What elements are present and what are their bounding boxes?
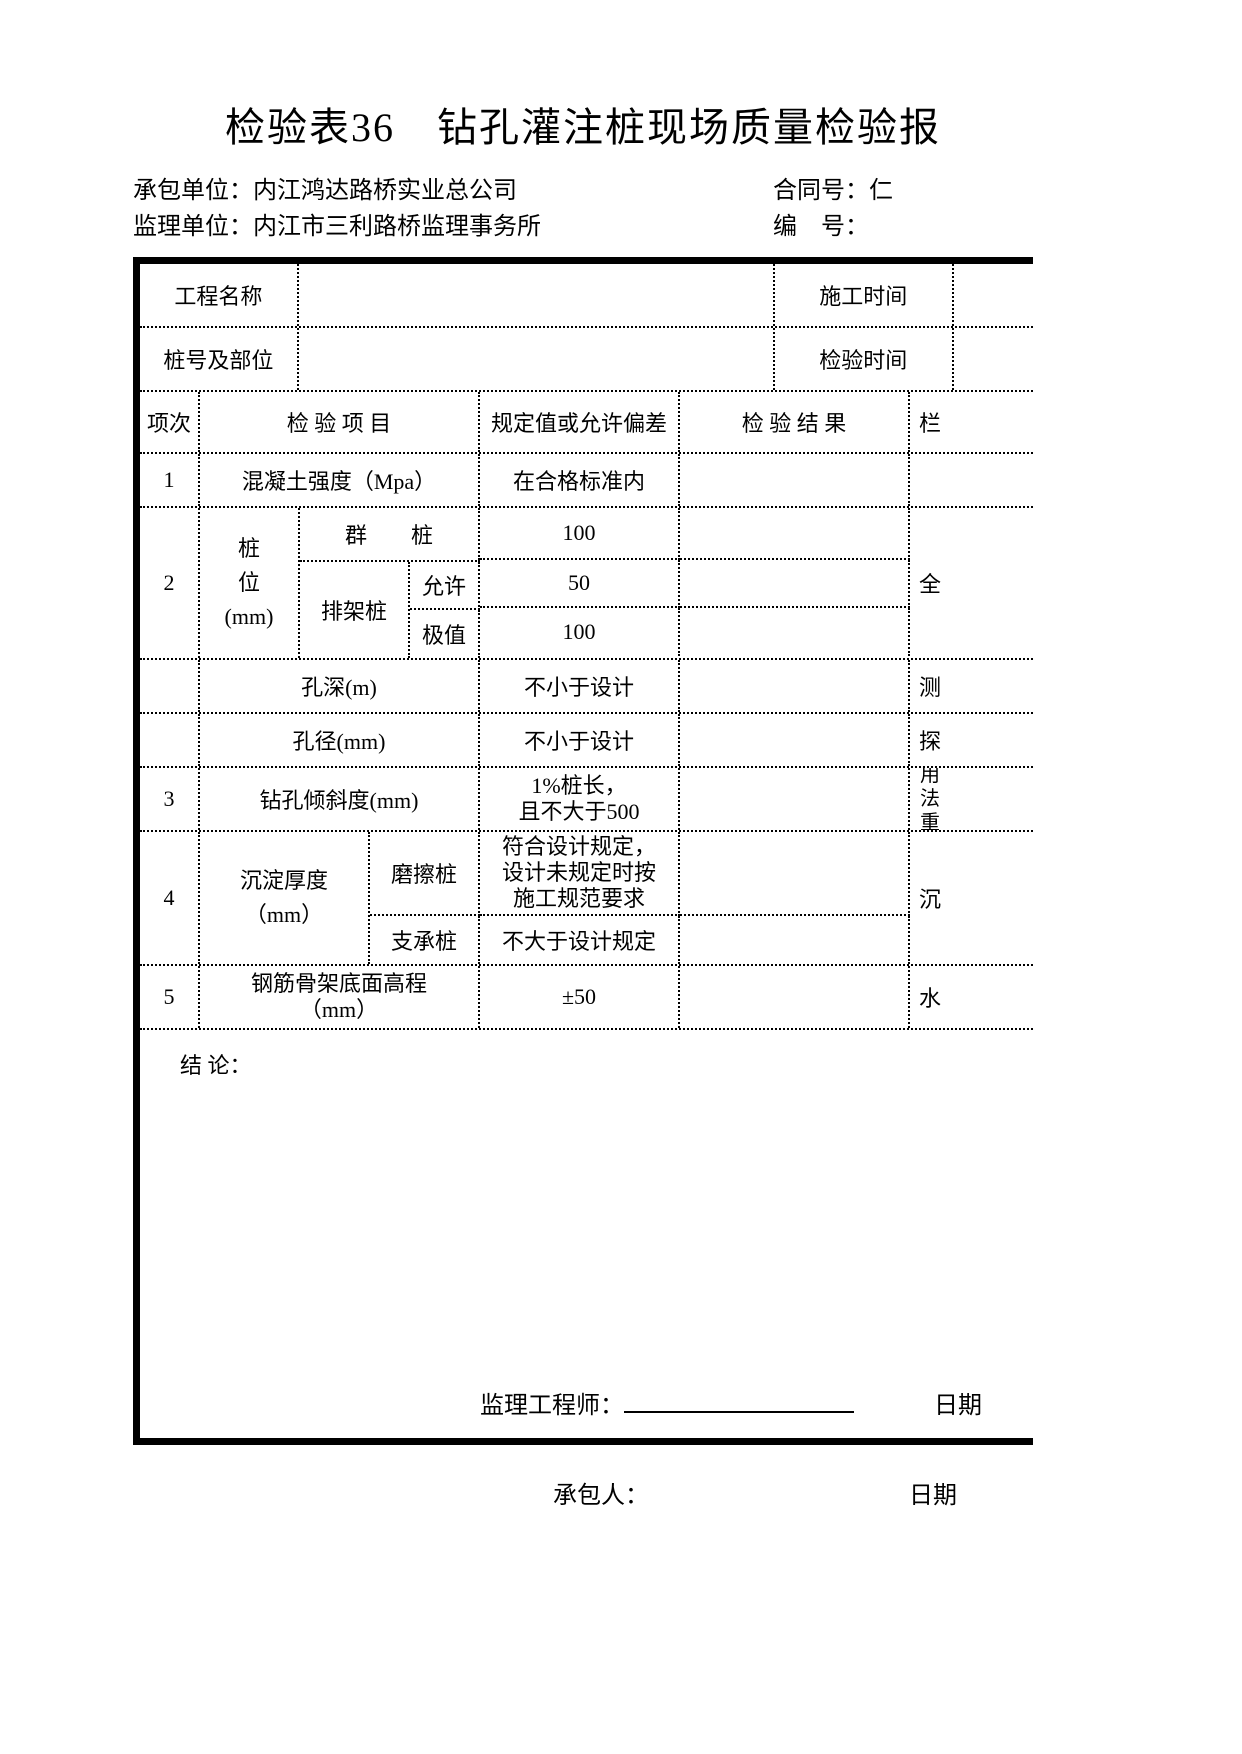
r3-item: 钻孔倾斜度(mm) <box>200 768 480 830</box>
hole-dia-val <box>680 714 910 766</box>
r4-zhicheng-val <box>680 916 910 964</box>
r1-std: 在合格标准内 <box>480 454 680 506</box>
r4-ext: 沉 <box>910 832 950 964</box>
r4-no: 4 <box>140 832 200 964</box>
r2-no: 2 <box>140 508 200 658</box>
r2-qun-std: 100 <box>480 508 680 560</box>
r4-zhicheng: 支承桩 <box>370 916 480 964</box>
r2-limit-std: 100 <box>480 608 680 656</box>
hole-dia-std: 不小于设计 <box>480 714 680 766</box>
supervisor: 监理单位：内江市三利路桥监理事务所 <box>133 209 773 245</box>
contractor: 承包单位：内江鸿达路桥实业总公司 <box>133 173 773 209</box>
lbl-pile-pos: 桩号及部位 <box>140 328 299 390</box>
r2-cat: 桩位(mm) <box>200 508 300 658</box>
hole-depth-ext: 测 <box>910 660 950 712</box>
r1-val <box>680 454 910 506</box>
r3-ext: 用法 重 <box>910 768 950 830</box>
r2-ext: 全 <box>910 508 950 658</box>
r5-val <box>680 966 910 1028</box>
sig-supervisor: 监理工程师：日期 <box>480 1385 982 1420</box>
r1-item: 混凝土强度（Mpa） <box>200 454 480 506</box>
hole-dia-no <box>140 714 200 766</box>
val-constr-time <box>954 264 1033 326</box>
lbl-project-name: 工程名称 <box>140 264 299 326</box>
val-project-name <box>299 264 775 326</box>
lbl-constr-time: 施工时间 <box>775 264 954 326</box>
hole-dia-ext: 探 <box>910 714 950 766</box>
val-inspect-time <box>954 328 1033 390</box>
r2-allow-val <box>680 560 910 608</box>
hole-depth-no <box>140 660 200 712</box>
conclusion-box: 结 论： 监理工程师：日期 <box>140 1030 1033 1438</box>
r4-moca: 磨擦桩 <box>370 832 480 916</box>
r1-ext <box>910 454 950 506</box>
r2-allow-std: 50 <box>480 560 680 608</box>
page-title: 检验表36 钻孔灌注桩现场质量检验报 <box>133 95 1033 153</box>
h-std: 规定值或允许偏差 <box>480 392 680 452</box>
h-no: 项次 <box>140 392 200 452</box>
r4-cat: 沉淀厚度（mm） <box>200 832 370 964</box>
inspection-table: 工程名称 施工时间 桩号及部位 检验时间 项次 检 验 项 目 规定值或允许偏差… <box>133 257 1033 1445</box>
r3-std: 1%桩长， 且不大于500 <box>480 768 680 830</box>
header-block: 承包单位：内江鸿达路桥实业总公司 合同号：仁 监理单位：内江市三利路桥监理事务所… <box>133 173 1033 245</box>
r1-no: 1 <box>140 454 200 506</box>
r2-paijia: 排架桩 <box>300 562 410 658</box>
h-item: 检 验 项 目 <box>200 392 480 452</box>
r2-limit: 极值 <box>410 610 480 658</box>
r2-qun: 群 桩 <box>300 508 480 560</box>
hole-depth: 孔深(m) <box>200 660 480 712</box>
r3-val <box>680 768 910 830</box>
r2-qun-val <box>680 508 910 560</box>
r5-ext: 水 <box>910 966 950 1028</box>
r2-limit-val <box>680 608 910 656</box>
r4-moca-val <box>680 832 910 916</box>
conclusion-label: 结 论： <box>180 1053 252 1078</box>
r4-zhicheng-std: 不大于设计规定 <box>480 916 680 964</box>
hole-depth-std: 不小于设计 <box>480 660 680 712</box>
hole-dia: 孔径(mm) <box>200 714 480 766</box>
hole-depth-val <box>680 660 910 712</box>
contract-no: 合同号：仁 <box>773 173 893 209</box>
r4-moca-std: 符合设计规定， 设计未规定时按 施工规范要求 <box>480 832 680 916</box>
sig-contractor: 承包人：日期 <box>553 1475 1133 1510</box>
val-pile-pos <box>299 328 775 390</box>
r3-no: 3 <box>140 768 200 830</box>
r2-allow: 允许 <box>410 562 480 610</box>
r5-no: 5 <box>140 966 200 1028</box>
h-result: 检 验 结 果 <box>680 392 910 452</box>
r5-item: 钢筋骨架底面高程 （mm） <box>200 966 480 1028</box>
h-ext: 栏 <box>910 392 950 452</box>
serial-no: 编 号： <box>773 209 869 245</box>
r5-std: ±50 <box>480 966 680 1028</box>
lbl-inspect-time: 检验时间 <box>775 328 954 390</box>
